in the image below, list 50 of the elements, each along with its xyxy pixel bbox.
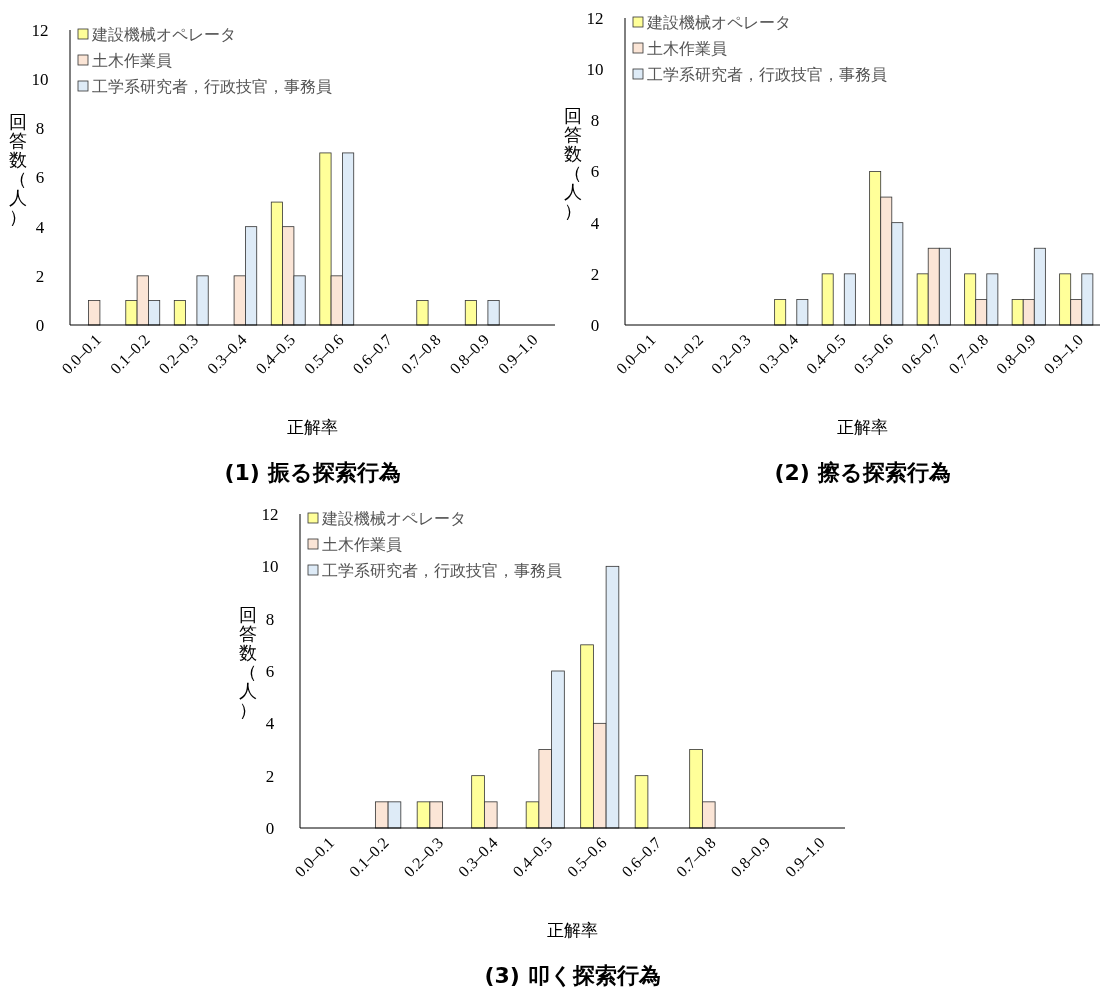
y-tick-label: 12 [261,504,279,524]
y-tick-label: 2 [265,766,275,786]
bar [88,300,101,326]
y-axis-title: 回答数（人） [9,111,27,227]
text: (1) 振る探索行為 [224,460,401,485]
bar [634,775,649,829]
y-tick-label: 6 [35,168,45,188]
y-tick-label: 0 [35,315,45,335]
y-tick-label: 2 [590,264,600,284]
bar [416,300,429,326]
legend-label: 工学系研究者，行政技官，事務員 [322,561,562,579]
bar [774,299,787,326]
bar [464,300,477,326]
text: (2) 擦る探索行為 [774,460,951,485]
bar [796,299,809,326]
y-axis-title: 回答数（人） [564,105,582,221]
y-tick-label: 10 [261,557,279,577]
text: (3) 叩く探索行為 [484,963,661,988]
y-tick-label: 2 [35,266,45,286]
y-tick-label: 10 [31,70,49,90]
legend-label: 建設機械オペレータ [321,509,466,527]
x-axis-title: 正解率 [287,418,338,437]
y-axis-title: 回答数（人） [239,605,257,720]
x-axis-title: 正解率 [547,921,598,940]
legend-label: 土木作業員 [322,535,402,553]
y-tick-label: 4 [590,213,600,233]
bar [843,273,856,326]
bar [196,275,209,326]
y-tick-label: 6 [265,661,275,681]
y-tick-label: 0 [590,315,600,335]
bar [821,273,834,326]
bar [487,300,500,326]
y-tick-label: 10 [586,60,604,80]
y-tick-label: 8 [35,119,45,139]
y-tick-label: 12 [586,8,604,28]
legend-label: 工学系研究者，行政技官，事務員 [92,77,332,95]
y-tick-label: 4 [265,714,275,734]
legend-label: 土木作業員 [647,39,727,57]
y-tick-label: 6 [590,162,600,182]
x-axis-title: 正解率 [837,418,888,437]
legend-label: 工学系研究者，行政技官，事務員 [647,65,887,83]
legend-label: 建設機械オペレータ [646,13,791,31]
y-tick-label: 4 [35,217,45,237]
legend-label: 土木作業員 [92,51,172,69]
y-tick-label: 0 [265,818,275,838]
y-tick-label: 8 [590,111,600,131]
y-tick-label: 12 [31,20,49,40]
bar [173,300,186,326]
y-tick-label: 8 [265,609,275,629]
legend-label: 建設機械オペレータ [91,25,236,43]
